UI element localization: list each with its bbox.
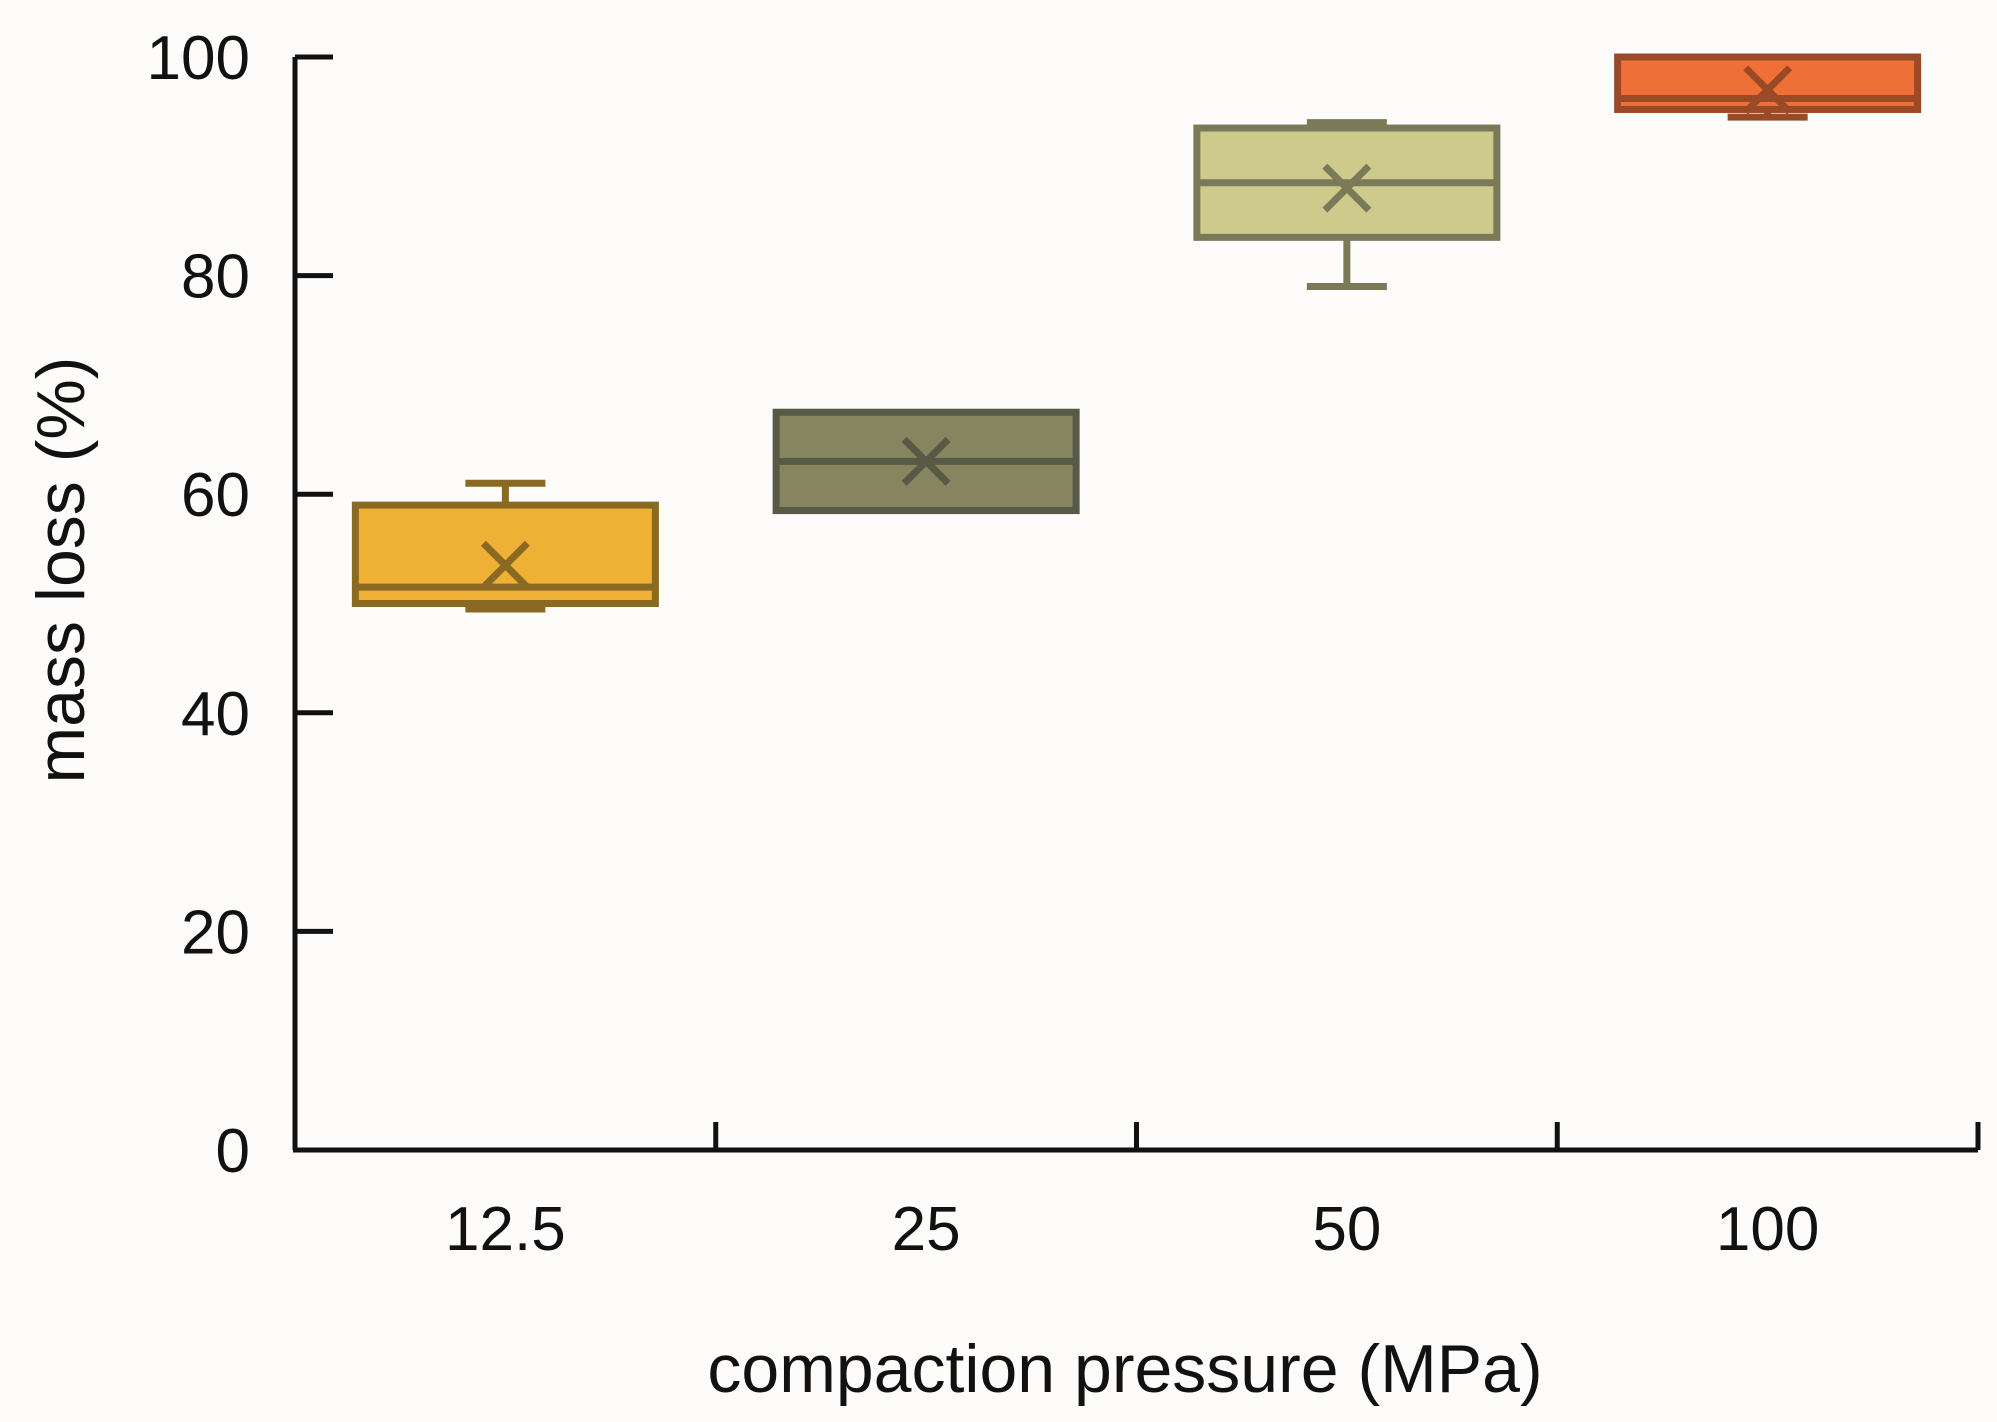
x-ticks: 12.5 25 50 100 — [292, 1122, 1981, 1264]
y-tick-label: 60 — [181, 461, 250, 530]
y-tick-label: 40 — [181, 680, 250, 749]
y-tick-label: 80 — [181, 243, 250, 312]
box-50 — [1193, 119, 1501, 291]
x-tick-label: 12.5 — [445, 1195, 566, 1264]
mean-marker-stroke-b — [1743, 65, 1793, 115]
x-tick-label: 25 — [892, 1195, 961, 1264]
box-25 — [772, 408, 1080, 515]
box-100 — [1614, 53, 1922, 121]
y-tick-label: 20 — [181, 898, 250, 967]
mean-marker-stroke-b — [1322, 163, 1372, 213]
y-tick-label: 0 — [216, 1117, 250, 1186]
x-axis-title: compaction pressure (MPa) — [707, 1331, 1542, 1407]
y-tick-label: 100 — [147, 24, 250, 93]
mean-marker-stroke-b — [480, 540, 530, 590]
y-ticks: 0 20 40 60 80 100 — [147, 24, 333, 1186]
mean-marker-stroke-b — [901, 436, 951, 486]
box-12.5 — [351, 479, 659, 613]
x-tick-label: 100 — [1716, 1195, 1819, 1264]
boxes-layer — [351, 53, 1922, 613]
x-tick-label: 50 — [1312, 1195, 1381, 1264]
y-axis-title: mass loss (%) — [23, 357, 99, 784]
